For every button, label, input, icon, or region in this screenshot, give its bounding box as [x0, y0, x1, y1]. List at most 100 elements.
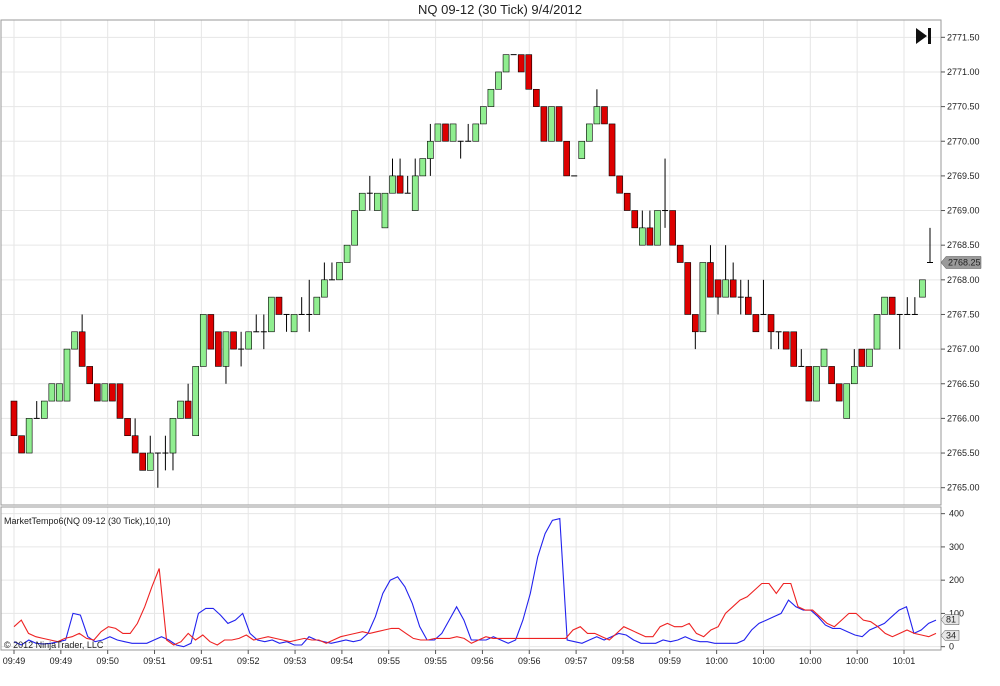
time-tick-label: 09:56	[471, 656, 494, 666]
candle	[692, 314, 699, 350]
candle-down-body	[714, 279, 722, 298]
candle-down-body	[616, 175, 623, 194]
candle-up-body	[381, 192, 389, 229]
candle-up-body	[222, 331, 230, 367]
candle	[881, 296, 888, 315]
candle-up-body	[472, 123, 480, 142]
indicator-tick-label: 200	[949, 575, 964, 585]
candle	[578, 140, 586, 159]
candle	[33, 401, 40, 419]
candle-down-body	[124, 418, 131, 437]
candle-up-body	[199, 314, 207, 367]
time-axis-labels: 09:49 09:49 09:50 09:51 09:51 09:52 09:53 09:54…	[3, 650, 915, 666]
candle	[798, 349, 805, 367]
candle-up-body	[586, 123, 593, 142]
candle	[253, 314, 260, 333]
price-marker-shape	[940, 256, 982, 269]
candle	[268, 296, 275, 333]
candle-down-body	[525, 54, 533, 90]
candle	[813, 366, 820, 402]
skip-to-end-icon[interactable]	[916, 28, 931, 44]
candle-down-body	[631, 210, 639, 229]
candle-up-body	[389, 175, 396, 194]
candle	[404, 175, 411, 194]
price-tick-label: 2767.50	[947, 309, 980, 319]
indicator-blue-line	[13, 517, 937, 648]
candle	[40, 400, 48, 419]
candle	[419, 158, 427, 177]
candle	[25, 418, 33, 454]
candle	[358, 192, 366, 211]
candle-down-body	[139, 452, 146, 471]
candle	[525, 54, 533, 90]
time-tick-label: 09:59	[659, 656, 682, 666]
candle-up-body	[101, 383, 109, 402]
candle-down-body	[782, 331, 790, 350]
candle	[517, 54, 525, 73]
candle	[101, 383, 109, 402]
candle	[593, 89, 601, 125]
candle	[729, 262, 737, 298]
candle	[639, 210, 646, 246]
candle-down-body	[131, 435, 139, 454]
candle-up-body	[919, 279, 926, 298]
candle-down-body	[805, 366, 813, 402]
candle-down-body	[646, 227, 654, 246]
candle	[767, 314, 775, 350]
indicator-marker-blue-label: 81	[946, 615, 956, 625]
candle	[78, 314, 86, 367]
candle	[676, 244, 684, 263]
time-tick-label: 09:49	[3, 656, 26, 666]
candle-down-body	[18, 435, 25, 454]
candle	[555, 106, 563, 142]
price-axis-labels: 2765.00 2765.50 2766.00 2766.50 2767.00 2767.…	[941, 32, 980, 493]
candle	[540, 106, 548, 142]
candle	[427, 123, 434, 176]
candle-up-body	[813, 366, 820, 402]
candle-up-body	[850, 366, 858, 385]
candle-up-body	[548, 106, 555, 142]
candle	[722, 245, 729, 298]
time-tick-label: 10:00	[752, 656, 775, 666]
candle-up-body	[866, 348, 873, 367]
candle	[283, 313, 290, 332]
candle	[480, 106, 487, 125]
candle	[321, 262, 328, 298]
candle	[207, 314, 215, 350]
candle	[139, 452, 146, 471]
candle	[389, 158, 396, 194]
candle-up-body	[268, 296, 275, 333]
candle-up-body	[419, 158, 427, 177]
candle-up-body	[434, 123, 442, 142]
candle	[858, 348, 866, 367]
candle	[828, 366, 835, 385]
indicator-marker-blue-shape	[940, 614, 960, 625]
copyright-text: © 2012 NinjaTrader, LLC	[4, 640, 104, 650]
candle	[495, 71, 502, 90]
time-tick-label: 09:53	[284, 656, 307, 666]
time-tick-label: 09:51	[190, 656, 213, 666]
candle-up-body	[169, 418, 177, 454]
candle	[184, 383, 192, 419]
price-tick-label: 2766.00	[947, 413, 980, 423]
candle	[18, 435, 25, 454]
candle-down-body	[10, 400, 18, 437]
candle-up-body	[427, 140, 434, 159]
candle	[805, 366, 813, 402]
candle	[245, 331, 252, 350]
candle	[442, 123, 449, 142]
candle	[449, 123, 457, 142]
candle	[684, 262, 692, 315]
candle	[866, 348, 873, 367]
candle-up-body	[699, 262, 707, 333]
candle	[714, 279, 722, 315]
candle-down-body	[669, 210, 676, 246]
candle	[533, 88, 540, 107]
candlestick-series	[10, 54, 933, 488]
candle-down-body	[608, 123, 616, 177]
candle	[109, 383, 116, 402]
candle-down-body	[601, 106, 608, 125]
price-tick-label: 2766.50	[947, 379, 980, 389]
candle	[790, 331, 798, 367]
